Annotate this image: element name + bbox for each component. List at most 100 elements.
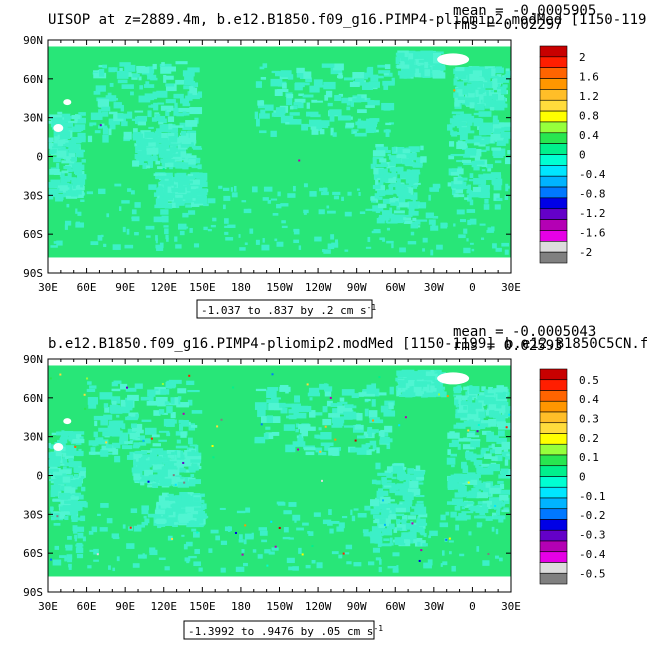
- map-field-cell: [506, 185, 510, 189]
- map-field-cell: [343, 425, 355, 428]
- map-field-cell: [324, 442, 330, 451]
- map-field-cell: [165, 234, 169, 240]
- colorbar-label: -1.6: [579, 227, 606, 240]
- map-field-cell: [212, 217, 217, 222]
- map-field-cell: [263, 186, 273, 192]
- y-tick-label: 30S: [23, 189, 43, 202]
- map-field-cell: [62, 122, 73, 127]
- map-field-cell: [500, 437, 507, 445]
- map-field-cell: [398, 55, 404, 59]
- map-field-cell: [191, 528, 197, 532]
- map-field-cell: [326, 205, 330, 209]
- map-field-cell: [285, 388, 289, 394]
- map-field-cell: [338, 554, 343, 559]
- map-field-cell: [455, 67, 465, 73]
- map-field-cell: [388, 155, 401, 160]
- map-field-cell: [482, 503, 488, 508]
- map-field-cell: [336, 526, 344, 532]
- colorbar-label: -0.5: [579, 567, 606, 580]
- map-field-cell: [399, 476, 404, 482]
- colorbar-swatch: [539, 197, 568, 210]
- map-field-cell: [487, 466, 493, 469]
- map-field-cell: [344, 552, 350, 555]
- map-field-cell: [391, 77, 395, 85]
- map-field-cell: [388, 523, 395, 530]
- x-tick-label: 30W: [424, 281, 444, 294]
- map-field-cell: [268, 402, 280, 411]
- map-field-cell: [305, 426, 316, 431]
- map-field-cell: [383, 104, 391, 111]
- map-field-cell: [177, 481, 189, 488]
- map-field-cell: [75, 547, 84, 554]
- map-field-cell: [160, 209, 169, 215]
- map-field-cell: [315, 125, 329, 129]
- map-field-cell: [158, 185, 163, 191]
- map-field-cell: [492, 178, 503, 186]
- map-field-cell: [408, 53, 414, 61]
- map-field-cell: [477, 515, 487, 519]
- map-field-cell: [334, 95, 342, 101]
- colorbar-swatch: [539, 208, 568, 220]
- map-field-cell: [350, 447, 362, 453]
- map-field-cell: [376, 217, 385, 224]
- map-field-cell: [504, 249, 509, 255]
- map-field-cell: [470, 394, 476, 397]
- map-field-cell: [260, 109, 266, 118]
- map-field-cell: [338, 522, 345, 529]
- map-field-cell: [130, 423, 137, 428]
- map-field-cell: [163, 182, 170, 190]
- map-field-cell: [183, 476, 193, 485]
- map-field-cell: [341, 97, 350, 104]
- map-field-cell: [76, 553, 84, 559]
- map-field-cell: [89, 549, 95, 552]
- map-field-cell: [499, 483, 505, 489]
- map-field-cell: [418, 526, 424, 533]
- map-field-cell: [224, 231, 229, 235]
- map-field-cell: [191, 145, 202, 149]
- map-field-cell: [496, 137, 509, 144]
- map-field-cell: [127, 394, 139, 401]
- map-anomaly-cell: [220, 418, 223, 421]
- map-field-cell: [288, 409, 299, 414]
- map-field-cell: [112, 448, 119, 455]
- map-field-cell: [184, 176, 194, 183]
- map-field-cell: [476, 524, 482, 528]
- map-field-cell: [480, 192, 490, 199]
- map-field-cell: [179, 98, 190, 104]
- map-field-cell: [127, 428, 136, 435]
- map-field-cell: [67, 127, 74, 131]
- map-field-cell: [378, 217, 390, 221]
- map-field-cell: [75, 479, 82, 487]
- map-field-cell: [405, 473, 411, 482]
- map-field-cell: [358, 192, 361, 196]
- map-field-cell: [453, 223, 456, 227]
- map-field-cell: [383, 538, 390, 541]
- map-field-cell: [179, 122, 191, 128]
- map-field-cell: [157, 525, 162, 529]
- map-field-cell: [450, 171, 460, 176]
- map-field-cell: [140, 396, 150, 401]
- map-field-cell: [417, 541, 421, 546]
- map-field-cell: [483, 453, 492, 459]
- map-field-cell: [163, 172, 173, 179]
- x-tick-label: 120W: [305, 281, 332, 294]
- map-field-cell: [137, 463, 150, 472]
- map-field-cell: [327, 102, 333, 107]
- map-field-cell: [468, 190, 481, 198]
- map-field-cell: [495, 555, 499, 559]
- map-field-cell: [153, 514, 160, 519]
- map-field-cell: [184, 477, 191, 480]
- map-field-cell: [495, 510, 501, 516]
- map-field-cell: [90, 241, 99, 246]
- x-tick-label: 120W: [305, 600, 332, 613]
- map-field-cell: [362, 529, 369, 534]
- map-field-cell: [374, 193, 380, 199]
- map-field-cell: [501, 509, 510, 513]
- map-field-cell: [466, 189, 472, 194]
- map-field-cell: [492, 243, 497, 249]
- map-field-cell: [380, 162, 387, 166]
- colorbar-label: 0.1: [579, 451, 599, 464]
- map-field-cell: [418, 51, 422, 55]
- map-field-cell: [48, 181, 58, 188]
